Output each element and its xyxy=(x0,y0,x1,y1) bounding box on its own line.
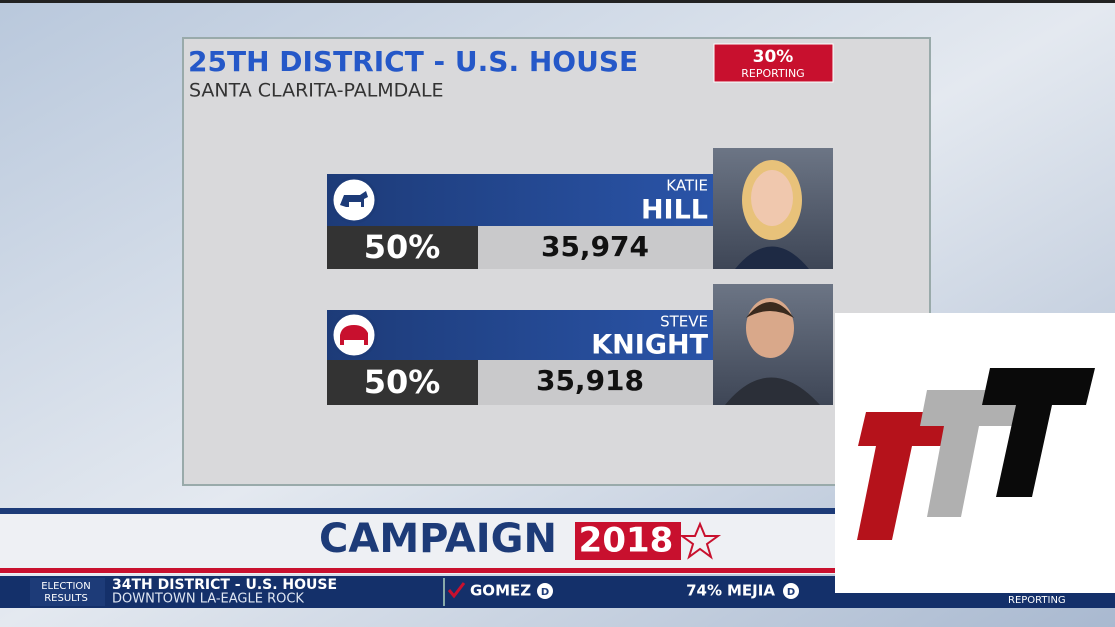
logo-letter xyxy=(857,412,952,540)
banner-stripe xyxy=(0,508,1115,514)
reporting-label: REPORTING xyxy=(741,67,804,80)
ticker-area: DOWNTOWN LA-EAGLE ROCK xyxy=(112,592,304,607)
reporting-box xyxy=(713,43,834,83)
vote-percent: 50% xyxy=(364,228,441,266)
winner-check xyxy=(447,582,466,599)
ticker-divider xyxy=(443,578,445,606)
percent-box xyxy=(327,226,478,269)
banner-stripe xyxy=(0,568,1115,573)
reporting-percent: 30% xyxy=(753,47,794,67)
last-name: KNIGHT xyxy=(591,330,708,361)
elephant-icon xyxy=(340,325,368,345)
vote-count: 35,918 xyxy=(536,364,644,397)
star-icon xyxy=(678,521,722,560)
photo-face xyxy=(746,298,794,358)
party-badge xyxy=(783,583,799,599)
name-bar xyxy=(327,310,713,360)
ticker-party: D xyxy=(541,587,549,598)
first-name: KATIE xyxy=(666,177,708,195)
ticker-reporting: REPORTING xyxy=(1008,595,1066,606)
banner-word: CAMPAIGN xyxy=(319,516,557,562)
race-subtitle: SANTA CLARITA-PALMDALE xyxy=(189,80,444,102)
ticker-race: 34TH DISTRICT - U.S. HOUSE xyxy=(112,577,337,593)
percent-box xyxy=(327,360,478,405)
ticker-tag xyxy=(30,578,105,606)
photo-hair xyxy=(746,302,794,318)
ticker-percent: 74% xyxy=(686,582,722,600)
ticker-tag-bottom: RESULTS xyxy=(44,593,88,604)
party-badge xyxy=(537,583,553,599)
ticker-tag-top: ELECTION xyxy=(41,581,91,592)
ticker-party: D xyxy=(787,587,795,598)
candidate-card: STEVE KNIGHT 50% 35,918 xyxy=(327,284,833,405)
ticker-candidate: GOMEZ xyxy=(470,582,531,600)
photo-face xyxy=(751,170,793,226)
photo-body xyxy=(735,246,809,269)
first-name: STEVE xyxy=(660,313,708,331)
candidate-card: KATIE HILL 50% 35,974 xyxy=(327,148,833,269)
logo-letter xyxy=(920,390,1020,517)
vote-percent: 50% xyxy=(364,363,441,401)
top-edge xyxy=(0,0,1115,3)
donkey-icon xyxy=(340,191,368,207)
ticker-candidate: MEJIA xyxy=(727,582,775,600)
vote-count: 35,974 xyxy=(541,230,649,263)
name-bar xyxy=(327,174,713,226)
photo-body xyxy=(725,377,820,405)
year-box xyxy=(575,522,681,560)
banner-year: 2018 xyxy=(579,521,674,561)
race-title: 25TH DISTRICT - U.S. HOUSE xyxy=(188,45,638,78)
logo-letter xyxy=(982,368,1095,497)
last-name: HILL xyxy=(641,195,708,226)
